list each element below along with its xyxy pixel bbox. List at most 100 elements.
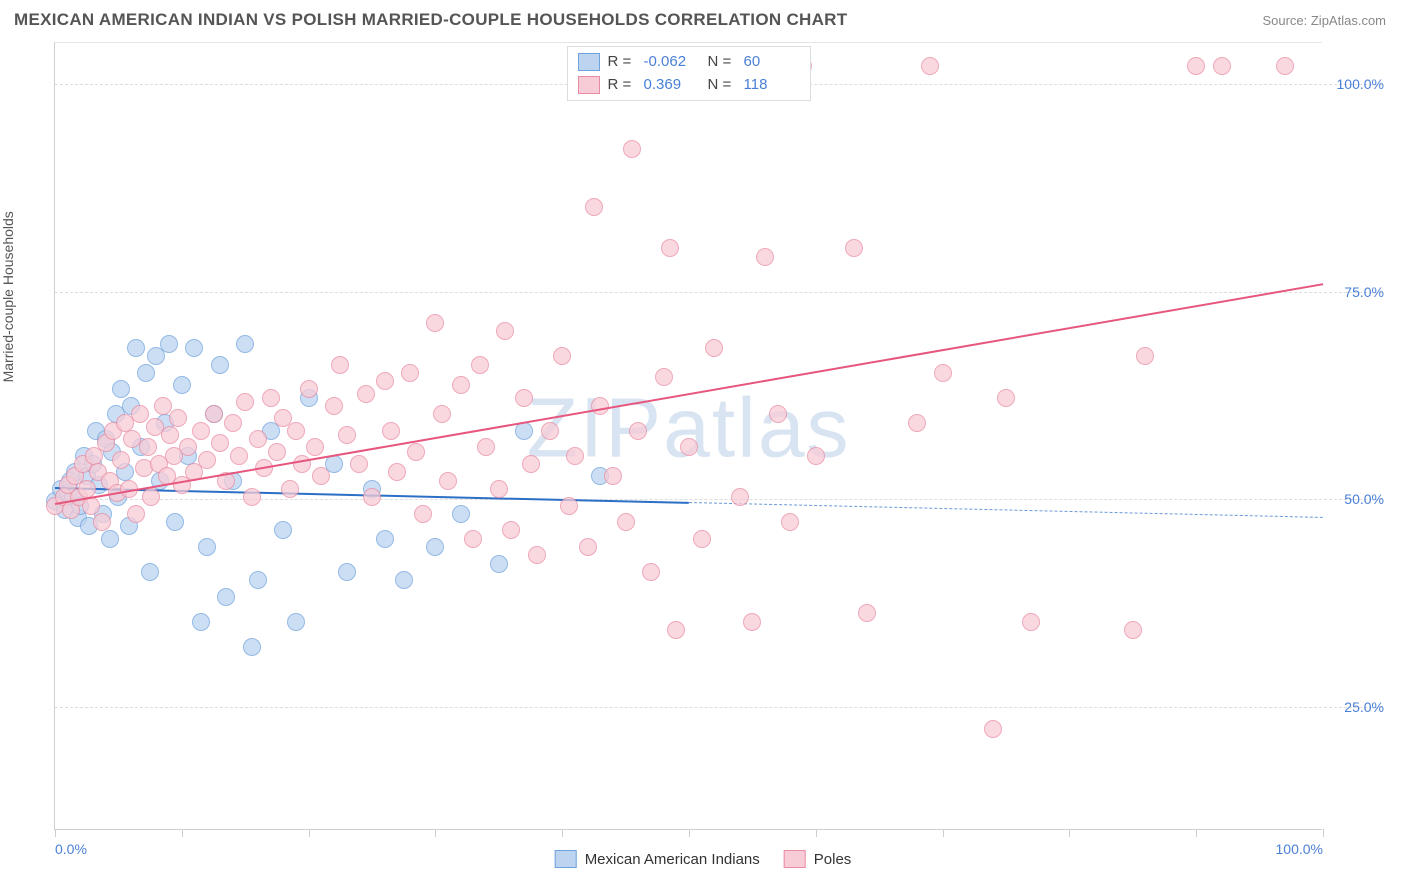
legend-item: Poles bbox=[784, 850, 852, 868]
scatter-point bbox=[376, 530, 394, 548]
scatter-point bbox=[382, 422, 400, 440]
scatter-point bbox=[604, 467, 622, 485]
legend-item: Mexican American Indians bbox=[555, 850, 760, 868]
scatter-point bbox=[522, 455, 540, 473]
scatter-point bbox=[414, 505, 432, 523]
legend-row: R = 0.369 N = 118 bbox=[578, 74, 800, 97]
scatter-point bbox=[731, 488, 749, 506]
scatter-point bbox=[249, 571, 267, 589]
legend-swatch bbox=[578, 76, 600, 94]
scatter-point bbox=[528, 546, 546, 564]
scatter-point bbox=[984, 720, 1002, 738]
scatter-point bbox=[623, 140, 641, 158]
correlation-legend: R =-0.062N =60R =0.369N =118 bbox=[567, 46, 811, 101]
scatter-point bbox=[1022, 613, 1040, 631]
scatter-point bbox=[464, 530, 482, 548]
scatter-point bbox=[617, 513, 635, 531]
scatter-point bbox=[560, 497, 578, 515]
x-tick bbox=[182, 829, 183, 837]
x-tick bbox=[1196, 829, 1197, 837]
scatter-point bbox=[407, 443, 425, 461]
scatter-point bbox=[127, 339, 145, 357]
scatter-point bbox=[357, 385, 375, 403]
scatter-point bbox=[331, 356, 349, 374]
scatter-point bbox=[169, 409, 187, 427]
scatter-point bbox=[236, 393, 254, 411]
scatter-point bbox=[433, 405, 451, 423]
scatter-point bbox=[179, 438, 197, 456]
scatter-point bbox=[705, 339, 723, 357]
scatter-point bbox=[338, 563, 356, 581]
scatter-point bbox=[395, 571, 413, 589]
legend-label: Mexican American Indians bbox=[585, 851, 760, 868]
scatter-point bbox=[312, 467, 330, 485]
plot-area: ZIPatlas R =-0.062N =60R =0.369N =118 25… bbox=[54, 42, 1322, 830]
y-axis-label: Married-couple Households bbox=[0, 211, 16, 382]
scatter-point bbox=[426, 314, 444, 332]
y-tick-label: 100.0% bbox=[1337, 76, 1384, 92]
scatter-point bbox=[230, 447, 248, 465]
scatter-point bbox=[680, 438, 698, 456]
scatter-point bbox=[769, 405, 787, 423]
scatter-point bbox=[502, 521, 520, 539]
r-label: R = bbox=[608, 74, 636, 97]
n-label: N = bbox=[708, 74, 736, 97]
scatter-point bbox=[566, 447, 584, 465]
scatter-point bbox=[477, 438, 495, 456]
n-value: 118 bbox=[744, 74, 800, 97]
x-tick-label: 0.0% bbox=[55, 841, 87, 857]
scatter-point bbox=[262, 389, 280, 407]
scatter-point bbox=[166, 513, 184, 531]
scatter-point bbox=[781, 513, 799, 531]
x-tick bbox=[689, 829, 690, 837]
scatter-point bbox=[306, 438, 324, 456]
scatter-point bbox=[350, 455, 368, 473]
scatter-point bbox=[243, 488, 261, 506]
scatter-point bbox=[490, 555, 508, 573]
scatter-point bbox=[211, 356, 229, 374]
scatter-point bbox=[139, 438, 157, 456]
scatter-point bbox=[845, 239, 863, 257]
scatter-point bbox=[1187, 57, 1205, 75]
scatter-point bbox=[161, 426, 179, 444]
scatter-point bbox=[1136, 347, 1154, 365]
scatter-point bbox=[858, 604, 876, 622]
scatter-point bbox=[338, 426, 356, 444]
scatter-point bbox=[243, 638, 261, 656]
x-tick bbox=[562, 829, 563, 837]
scatter-point bbox=[192, 422, 210, 440]
y-tick-label: 75.0% bbox=[1344, 284, 1384, 300]
scatter-point bbox=[426, 538, 444, 556]
scatter-point bbox=[205, 405, 223, 423]
scatter-point bbox=[541, 422, 559, 440]
scatter-point bbox=[515, 389, 533, 407]
gridline bbox=[55, 707, 1382, 708]
scatter-point bbox=[388, 463, 406, 481]
scatter-point bbox=[112, 380, 130, 398]
scatter-point bbox=[490, 480, 508, 498]
scatter-point bbox=[439, 472, 457, 490]
scatter-point bbox=[661, 239, 679, 257]
legend-label: Poles bbox=[814, 851, 852, 868]
x-tick bbox=[1069, 829, 1070, 837]
scatter-point bbox=[401, 364, 419, 382]
scatter-point bbox=[198, 451, 216, 469]
scatter-point bbox=[452, 376, 470, 394]
legend-swatch bbox=[555, 850, 577, 868]
r-value: 0.369 bbox=[644, 74, 700, 97]
n-label: N = bbox=[708, 51, 736, 74]
scatter-point bbox=[268, 443, 286, 461]
scatter-point bbox=[78, 480, 96, 498]
scatter-point bbox=[553, 347, 571, 365]
x-tick bbox=[435, 829, 436, 837]
x-tick bbox=[55, 829, 56, 837]
x-tick-label: 100.0% bbox=[1276, 841, 1323, 857]
legend-swatch bbox=[578, 53, 600, 71]
x-tick bbox=[943, 829, 944, 837]
source-attribution: Source: ZipAtlas.com bbox=[1262, 13, 1386, 28]
y-tick-label: 50.0% bbox=[1344, 491, 1384, 507]
scatter-point bbox=[300, 380, 318, 398]
scatter-point bbox=[131, 405, 149, 423]
chart-container: Married-couple Households ZIPatlas R =-0… bbox=[14, 42, 1392, 878]
scatter-point bbox=[101, 530, 119, 548]
